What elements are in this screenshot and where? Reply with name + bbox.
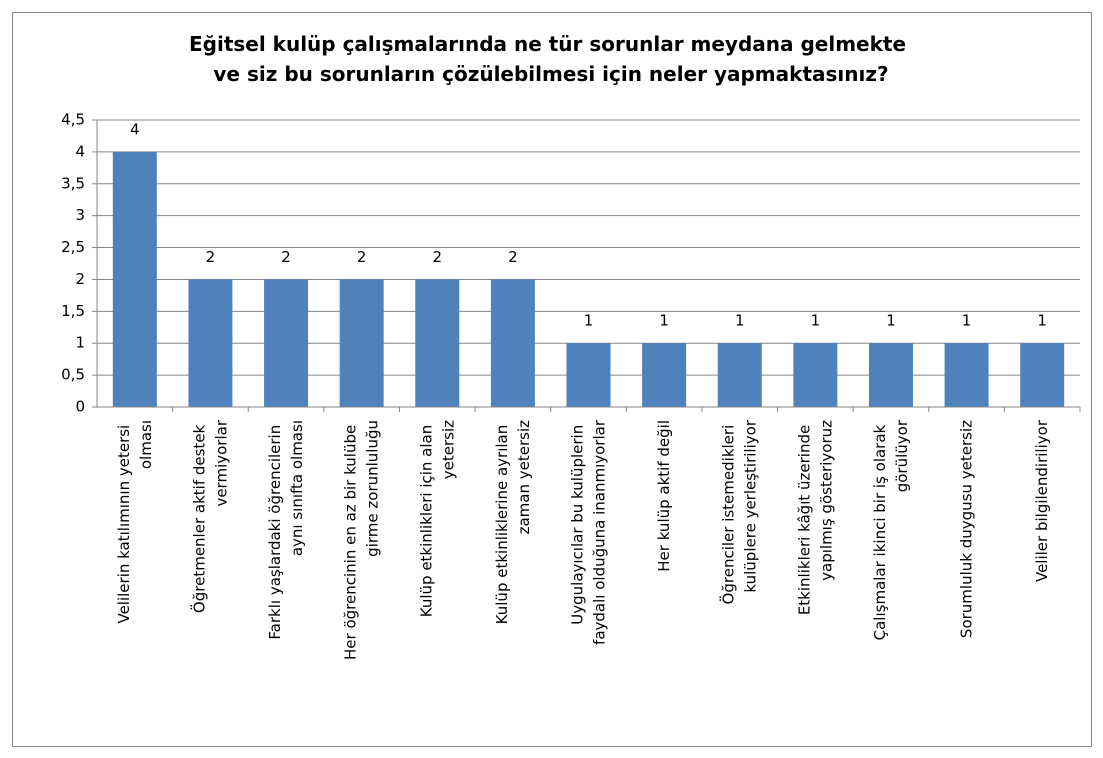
y-tick-label: 3 xyxy=(75,206,85,224)
value-label: 2 xyxy=(281,248,291,266)
chart-title: Eğitsel kulüp çalışmalarında ne tür soru… xyxy=(189,32,913,86)
value-label: 4 xyxy=(130,120,140,138)
bar xyxy=(490,279,535,407)
bar xyxy=(264,279,309,407)
bar xyxy=(415,279,460,407)
x-tick-label: Her kulüp aktif değil xyxy=(655,420,673,572)
x-tick-label: Kulüp etkinlikleri için alan yetersiz xyxy=(417,420,457,617)
bar xyxy=(944,343,989,407)
value-label: 2 xyxy=(508,248,518,266)
value-label: 1 xyxy=(659,312,669,330)
bar xyxy=(188,279,233,407)
x-tick-label: Veliler bilgilendiriliyor xyxy=(1033,419,1051,582)
value-label: 1 xyxy=(886,312,896,330)
bar xyxy=(642,343,687,407)
value-label: 1 xyxy=(811,312,821,330)
value-label: 2 xyxy=(206,248,216,266)
y-tick-label: 2,5 xyxy=(61,238,85,256)
y-tick-label: 4,5 xyxy=(61,111,85,129)
y-tick-label: 0,5 xyxy=(61,366,85,384)
y-tick-label: 3,5 xyxy=(61,174,85,192)
value-label: 1 xyxy=(962,312,972,330)
y-tick-label: 4 xyxy=(75,142,85,160)
value-label: 1 xyxy=(584,312,594,330)
x-tick-label: Sorumluluk duygusu yetersiz xyxy=(957,420,975,638)
x-tick-label: Öğrenciler istemedikleri kulüplere yerle… xyxy=(718,419,759,604)
x-tick-label: Velilerin katılımının yetersi olması xyxy=(114,420,154,624)
bar xyxy=(717,343,762,407)
x-tick-label: Farklı yaşlardaki öğrencilerin aynı sını… xyxy=(266,420,306,640)
y-tick-label: 1 xyxy=(75,334,85,352)
bar xyxy=(1020,343,1065,407)
x-tick-label: Öğretmenler aktif destek vermiyorlar xyxy=(189,419,230,613)
x-tick-label: Kulüp etkinliklerine ayrılan zaman yeter… xyxy=(492,420,532,624)
value-label: 2 xyxy=(432,248,442,266)
value-label: 2 xyxy=(357,248,367,266)
x-tick-label: Çalışmalar ikinci bir iş olarak görülüyo… xyxy=(870,419,910,640)
bar xyxy=(112,151,157,407)
bar xyxy=(868,343,913,407)
x-tick-label: Uygulayıcılar bu kulüplerin faydalı oldu… xyxy=(568,419,608,645)
bar xyxy=(339,279,384,407)
y-tick-label: 1,5 xyxy=(61,302,85,320)
x-tick-label: Etkinlikleri kâğıt üzerinde yapılmış gös… xyxy=(795,420,835,615)
value-label: 1 xyxy=(1037,312,1047,330)
chart-border xyxy=(12,12,1092,747)
y-tick-label: 2 xyxy=(75,270,85,288)
x-tick-label: Her öğrencinin en az bir kulübe girme zo… xyxy=(341,420,381,660)
y-tick-label: 0 xyxy=(75,398,85,416)
bar xyxy=(566,343,611,407)
value-label: 1 xyxy=(735,312,745,330)
bar xyxy=(793,343,838,407)
